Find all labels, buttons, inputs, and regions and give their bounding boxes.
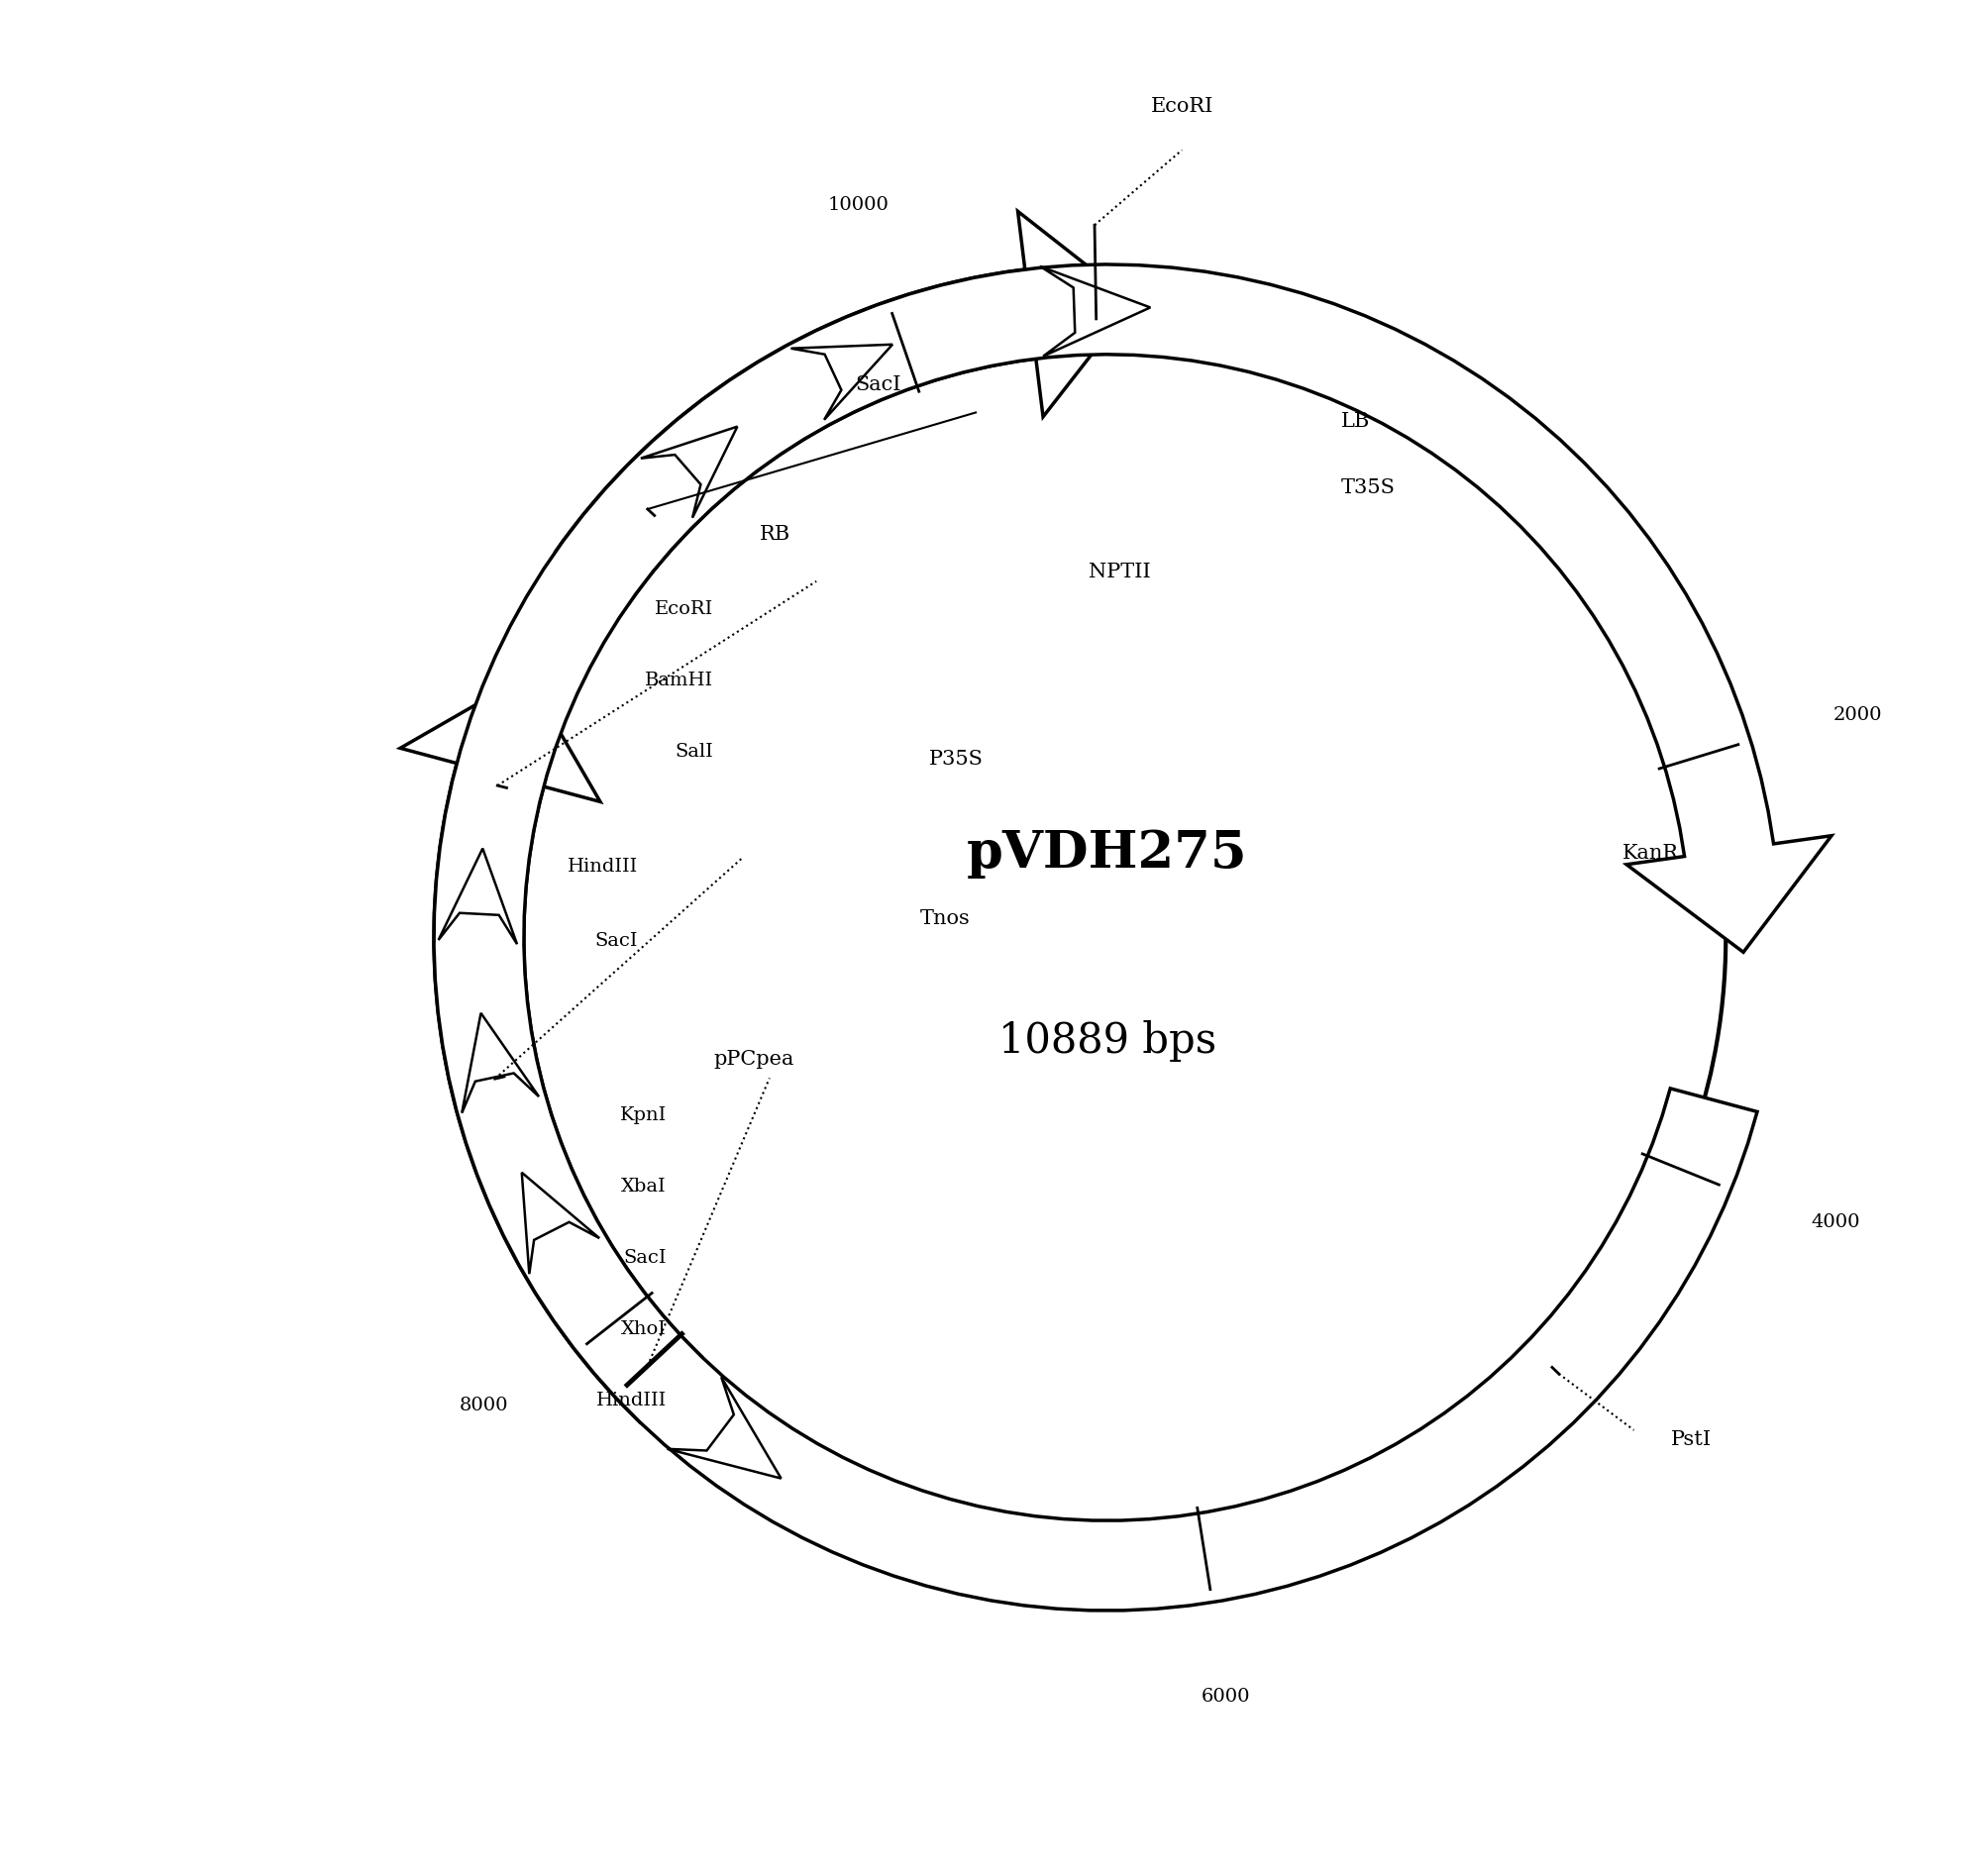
Text: XbaI: XbaI [620, 1178, 666, 1196]
Text: 10000: 10000 [827, 197, 889, 214]
Text: 4000: 4000 [1811, 1213, 1859, 1230]
Text: SacI: SacI [594, 932, 638, 951]
Text: P35S: P35S [928, 750, 982, 769]
Text: 10889 bps: 10889 bps [998, 1020, 1215, 1061]
Polygon shape [640, 426, 738, 518]
Text: EcoRI: EcoRI [1149, 98, 1213, 116]
Text: pVDH275: pVDH275 [966, 829, 1246, 878]
Text: PstI: PstI [1670, 1431, 1712, 1449]
Polygon shape [555, 212, 1133, 604]
Polygon shape [666, 1376, 781, 1478]
Text: SalI: SalI [674, 743, 714, 761]
Text: 2000: 2000 [1833, 707, 1881, 724]
Text: KanR: KanR [1622, 844, 1678, 863]
Polygon shape [1040, 266, 1149, 356]
Text: pPCpea: pPCpea [714, 1050, 793, 1069]
Text: BamHI: BamHI [644, 671, 714, 690]
Text: Tnos: Tnos [918, 909, 970, 928]
Text: XhoI: XhoI [620, 1320, 666, 1339]
Text: KpnI: KpnI [618, 1106, 666, 1125]
Polygon shape [461, 1013, 539, 1114]
Polygon shape [400, 675, 702, 1421]
Text: RB: RB [759, 525, 791, 544]
Polygon shape [521, 1172, 598, 1273]
Text: LB: LB [1340, 412, 1370, 431]
Polygon shape [791, 345, 893, 420]
Text: 6000: 6000 [1201, 1688, 1250, 1706]
Text: SacI: SacI [855, 375, 901, 394]
Text: HindIII: HindIII [596, 1391, 666, 1410]
Text: HindIII: HindIII [567, 857, 638, 876]
Text: T35S: T35S [1340, 478, 1396, 497]
Text: SacI: SacI [622, 1249, 666, 1268]
Text: NPTII: NPTII [1087, 562, 1149, 581]
Polygon shape [433, 264, 1831, 1611]
Text: EcoRI: EcoRI [654, 600, 714, 619]
Polygon shape [437, 849, 517, 945]
Text: 8000: 8000 [459, 1397, 509, 1414]
